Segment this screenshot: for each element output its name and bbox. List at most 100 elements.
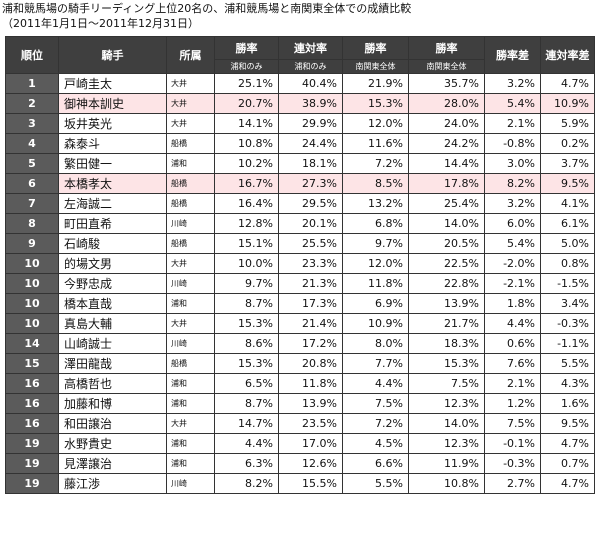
win-diff-cell: 6.0% bbox=[484, 213, 541, 234]
header-place-diff: 連対率差 bbox=[540, 36, 595, 74]
affiliation-cell: 浦和 bbox=[166, 453, 215, 474]
win-rate-urawa-cell: 10.2% bbox=[214, 153, 279, 174]
jockey-name: 今野忠成 bbox=[58, 273, 167, 294]
win-rate-south-cell: 7.2% bbox=[342, 153, 409, 174]
affiliation-cell: 船橋 bbox=[166, 193, 215, 214]
place-rate-south-cell: 20.5% bbox=[408, 233, 485, 254]
place-diff-cell: 3.7% bbox=[540, 153, 595, 174]
table-row: 16 高橋哲也 浦和 6.5% 11.8% 4.4% 7.5% 2.1% 4.3% bbox=[5, 373, 595, 394]
subheader-urawa-2: 浦和のみ bbox=[278, 59, 343, 74]
win-diff-cell: 1.8% bbox=[484, 293, 541, 314]
jockey-name: 見澤譲治 bbox=[58, 453, 167, 474]
results-table: 順位 騎手 所属 勝率 連対率 勝率 勝率 勝率差 連対率差 浦和のみ 浦和のみ… bbox=[5, 36, 595, 494]
table-row: 6 本橋孝太 船橋 16.7% 27.3% 8.5% 17.8% 8.2% 9.5% bbox=[5, 173, 595, 194]
header-affiliation: 所属 bbox=[166, 36, 215, 74]
win-rate-urawa-cell: 20.7% bbox=[214, 93, 279, 114]
place-rate-urawa-cell: 11.8% bbox=[278, 373, 343, 394]
rank-cell: 16 bbox=[5, 393, 59, 414]
win-rate-south-cell: 11.8% bbox=[342, 273, 409, 294]
jockey-name: 澤田龍哉 bbox=[58, 353, 167, 374]
jockey-name: 水野貴史 bbox=[58, 433, 167, 454]
affiliation-cell: 川崎 bbox=[166, 333, 215, 354]
table-row: 1 戸崎圭太 大井 25.1% 40.4% 21.9% 35.7% 3.2% 4.7% bbox=[5, 73, 595, 94]
win-rate-urawa-cell: 8.7% bbox=[214, 293, 279, 314]
title-line-1: 浦和競馬場の騎手リーディング上位20名の、浦和競馬場と南関東全体での成績比較 bbox=[2, 2, 412, 15]
jockey-name: 石崎駿 bbox=[58, 233, 167, 254]
jockey-name: 真島大輔 bbox=[58, 313, 167, 334]
table-row: 19 藤江渉 川崎 8.2% 15.5% 5.5% 10.8% 2.7% 4.7% bbox=[5, 473, 595, 494]
title-line-2: （2011年1月1日〜2011年12月31日） bbox=[2, 17, 199, 30]
win-rate-urawa-cell: 8.7% bbox=[214, 393, 279, 414]
win-rate-south-cell: 8.0% bbox=[342, 333, 409, 354]
rank-cell: 3 bbox=[5, 113, 59, 134]
place-diff-cell: 4.7% bbox=[540, 473, 595, 494]
table-row: 10 今野忠成 川崎 9.7% 21.3% 11.8% 22.8% -2.1% -1.5% bbox=[5, 273, 595, 294]
affiliation-cell: 船橋 bbox=[166, 233, 215, 254]
place-rate-urawa-cell: 29.5% bbox=[278, 193, 343, 214]
header-win-rate-urawa: 勝率 bbox=[214, 36, 279, 60]
table-row: 19 水野貴史 浦和 4.4% 17.0% 4.5% 12.3% -0.1% 4.7% bbox=[5, 433, 595, 454]
affiliation-cell: 川崎 bbox=[166, 473, 215, 494]
win-rate-south-cell: 7.2% bbox=[342, 413, 409, 434]
win-diff-cell: 4.4% bbox=[484, 313, 541, 334]
affiliation-cell: 大井 bbox=[166, 73, 215, 94]
place-rate-south-cell: 25.4% bbox=[408, 193, 485, 214]
place-rate-south-cell: 35.7% bbox=[408, 73, 485, 94]
place-rate-urawa-cell: 20.1% bbox=[278, 213, 343, 234]
table-row: 7 左海誠二 船橋 16.4% 29.5% 13.2% 25.4% 3.2% 4.1% bbox=[5, 193, 595, 214]
win-diff-cell: 5.4% bbox=[484, 93, 541, 114]
rank-cell: 15 bbox=[5, 353, 59, 374]
affiliation-cell: 船橋 bbox=[166, 133, 215, 154]
win-rate-urawa-cell: 16.7% bbox=[214, 173, 279, 194]
rank-cell: 10 bbox=[5, 253, 59, 274]
header-place-rate-urawa: 連対率 bbox=[278, 36, 343, 60]
table-row: 2 御神本訓史 大井 20.7% 38.9% 15.3% 28.0% 5.4% 10.9% bbox=[5, 93, 595, 114]
header-row: 順位 騎手 所属 勝率 連対率 勝率 勝率 勝率差 連対率差 bbox=[5, 36, 595, 74]
affiliation-cell: 浦和 bbox=[166, 373, 215, 394]
place-diff-cell: 1.6% bbox=[540, 393, 595, 414]
affiliation-cell: 大井 bbox=[166, 93, 215, 114]
affiliation-cell: 船橋 bbox=[166, 353, 215, 374]
place-rate-south-cell: 17.8% bbox=[408, 173, 485, 194]
rank-cell: 9 bbox=[5, 233, 59, 254]
rank-cell: 8 bbox=[5, 213, 59, 234]
place-diff-cell: 5.0% bbox=[540, 233, 595, 254]
place-rate-urawa-cell: 21.3% bbox=[278, 273, 343, 294]
rank-cell: 7 bbox=[5, 193, 59, 214]
place-rate-south-cell: 28.0% bbox=[408, 93, 485, 114]
place-diff-cell: 9.5% bbox=[540, 173, 595, 194]
table-row: 3 坂井英光 大井 14.1% 29.9% 12.0% 24.0% 2.1% 5.9% bbox=[5, 113, 595, 134]
jockey-name: 橋本直哉 bbox=[58, 293, 167, 314]
subheader-south-2: 南関東全体 bbox=[408, 59, 485, 74]
win-rate-urawa-cell: 6.5% bbox=[214, 373, 279, 394]
win-rate-south-cell: 4.4% bbox=[342, 373, 409, 394]
place-rate-south-cell: 22.8% bbox=[408, 273, 485, 294]
place-diff-cell: 0.7% bbox=[540, 453, 595, 474]
place-diff-cell: -1.1% bbox=[540, 333, 595, 354]
win-diff-cell: -0.8% bbox=[484, 133, 541, 154]
jockey-name: 和田譲治 bbox=[58, 413, 167, 434]
jockey-name: 的場文男 bbox=[58, 253, 167, 274]
place-rate-south-cell: 11.9% bbox=[408, 453, 485, 474]
header-win-diff: 勝率差 bbox=[484, 36, 541, 74]
rank-cell: 4 bbox=[5, 133, 59, 154]
place-diff-cell: 4.7% bbox=[540, 433, 595, 454]
affiliation-cell: 浦和 bbox=[166, 393, 215, 414]
place-rate-urawa-cell: 17.0% bbox=[278, 433, 343, 454]
rank-cell: 5 bbox=[5, 153, 59, 174]
win-diff-cell: 3.2% bbox=[484, 193, 541, 214]
subheader-urawa-1: 浦和のみ bbox=[214, 59, 279, 74]
win-diff-cell: -2.1% bbox=[484, 273, 541, 294]
rank-cell: 6 bbox=[5, 173, 59, 194]
win-rate-urawa-cell: 15.1% bbox=[214, 233, 279, 254]
place-diff-cell: 4.7% bbox=[540, 73, 595, 94]
win-rate-south-cell: 6.9% bbox=[342, 293, 409, 314]
affiliation-cell: 大井 bbox=[166, 253, 215, 274]
jockey-name: 本橋孝太 bbox=[58, 173, 167, 194]
place-diff-cell: -0.3% bbox=[540, 313, 595, 334]
affiliation-cell: 浦和 bbox=[166, 293, 215, 314]
jockey-name: 高橋哲也 bbox=[58, 373, 167, 394]
rank-cell: 16 bbox=[5, 373, 59, 394]
table-row: 16 加藤和博 浦和 8.7% 13.9% 7.5% 12.3% 1.2% 1.6% bbox=[5, 393, 595, 414]
